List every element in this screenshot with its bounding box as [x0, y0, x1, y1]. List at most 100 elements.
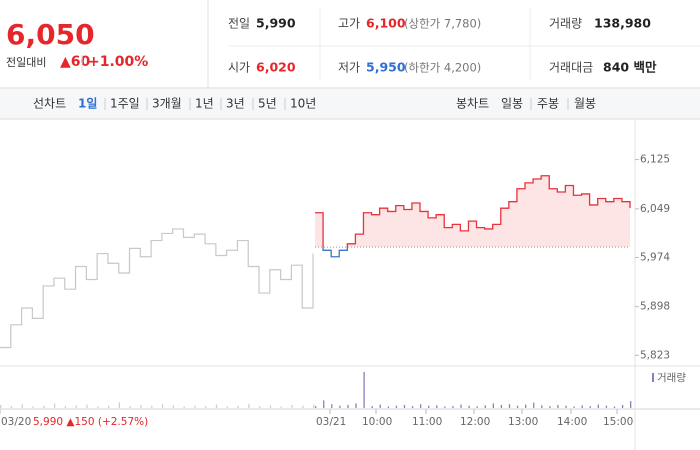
stat-value: 840 백만	[603, 60, 657, 75]
volume-bar	[630, 401, 632, 408]
volume-bar	[32, 406, 34, 408]
volume-bar	[151, 405, 153, 408]
stat-note: (하한가 4,200)	[404, 61, 481, 75]
volume-bar	[557, 404, 559, 408]
area	[315, 175, 630, 248]
y-tick-label: 6,049	[640, 203, 670, 215]
change-pct: +1.00%	[88, 54, 148, 70]
volume-bar	[280, 406, 282, 408]
stat-value: 6,100	[366, 16, 406, 31]
legend-swatch	[652, 373, 654, 382]
x-tick-label: 15:00	[603, 416, 633, 428]
volume-bar	[500, 404, 503, 408]
volume-bar	[484, 405, 486, 408]
volume-bar	[492, 403, 494, 408]
volume-bar	[53, 403, 56, 408]
volume-bar	[621, 404, 624, 408]
volume-bar	[444, 406, 446, 408]
volume-bar	[516, 405, 519, 408]
x-tick-label: 03/21	[316, 416, 346, 428]
tab-label: 봉차트	[456, 97, 489, 111]
chart: 6,125 6,049 5,974 5,898 5,823 거래량 03/20 03/21 10…	[0, 120, 700, 450]
change-label: 전일대비	[6, 55, 46, 69]
price-line	[0, 228, 314, 349]
stat-label: 전일	[228, 17, 250, 31]
tab[interactable]: 월봉	[574, 97, 596, 111]
y-tick-label: 6,125	[640, 154, 670, 166]
volume-bar	[403, 404, 406, 408]
tab[interactable]: 1년	[195, 97, 214, 111]
tab[interactable]: 5년	[258, 97, 277, 111]
volume-bar	[581, 405, 583, 408]
stat-note: (상한가 7,780)	[404, 17, 481, 31]
volume-bar	[597, 404, 599, 408]
change: ▲60	[60, 54, 91, 70]
price: 6,050	[6, 18, 95, 51]
volume-bar	[323, 400, 325, 408]
volume-bar	[387, 406, 389, 408]
volume-bar	[64, 406, 67, 408]
tab[interactable]: 주봉	[537, 97, 559, 111]
y-tick-label: 5,974	[640, 251, 670, 263]
legend-label: 거래량	[657, 372, 686, 384]
volume-bar	[21, 404, 23, 408]
prev-note: 5,990 ▲150 (+2.57%)	[33, 416, 148, 428]
volume-bar	[331, 404, 333, 408]
stat-value: 138,980	[594, 16, 651, 31]
volume-bar	[420, 404, 422, 408]
volume-bar	[508, 404, 511, 408]
volume-bar	[0, 404, 2, 408]
volume-bar	[436, 405, 438, 408]
volume-bar	[10, 406, 13, 408]
volume-bar	[565, 405, 567, 408]
volume-bar	[269, 405, 272, 408]
volume-bar	[605, 405, 608, 408]
volume-bar	[379, 404, 381, 408]
volume-bar	[549, 406, 551, 408]
tab[interactable]: 3개월	[152, 97, 182, 111]
volume-bar	[541, 405, 543, 408]
volume-bar	[573, 406, 575, 408]
y-tick-label: 5,898	[640, 301, 670, 313]
stat-value: 5,950	[366, 60, 406, 75]
x-tick-label: 13:00	[508, 416, 538, 428]
volume-bar	[347, 404, 349, 408]
tab[interactable]: 1일	[78, 97, 97, 111]
volume-bar	[43, 405, 45, 408]
volume-bar	[237, 405, 239, 408]
stat-value: 5,990	[256, 16, 296, 31]
volume-bar	[363, 371, 365, 408]
volume-bar	[107, 405, 110, 408]
volume-bar	[395, 405, 398, 408]
volume-bar	[118, 402, 121, 408]
x-tick-label: 14:00	[557, 416, 587, 428]
stat-label: 거래량	[549, 17, 582, 31]
volume-bar	[215, 404, 218, 408]
volume-bar	[183, 406, 185, 408]
volume-bar	[533, 402, 535, 408]
tab-bar	[0, 89, 700, 119]
volume-bar	[452, 406, 454, 408]
volume-bar	[468, 405, 470, 408]
tab[interactable]: 1주일	[110, 97, 140, 111]
volume-bar	[205, 406, 207, 408]
stat-label: 시가	[228, 61, 250, 75]
x-tick-label: 11:00	[412, 416, 442, 428]
tab[interactable]: 일봉	[501, 97, 523, 111]
volume-bar	[302, 405, 304, 408]
volume-bar	[97, 406, 99, 408]
tab[interactable]: 10년	[290, 97, 316, 111]
x-tick-label: 10:00	[362, 416, 392, 428]
volume-bar	[355, 403, 357, 408]
x-tick-label: 03/20	[1, 416, 31, 428]
volume-bar	[371, 406, 373, 408]
tab[interactable]: 3년	[226, 97, 245, 111]
volume-bar	[86, 404, 88, 408]
volume-bar	[129, 406, 131, 408]
stat-value: 6,020	[256, 60, 296, 75]
volume-bar	[460, 404, 462, 408]
volume-bar	[613, 406, 616, 408]
volume-bar	[75, 405, 77, 408]
stat-label: 거래대금	[549, 61, 593, 75]
